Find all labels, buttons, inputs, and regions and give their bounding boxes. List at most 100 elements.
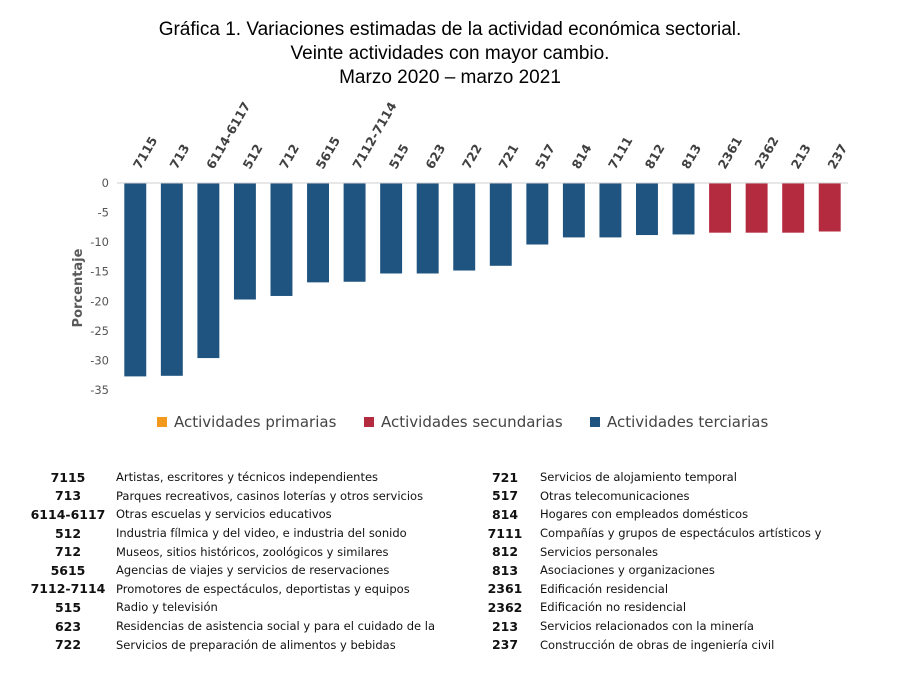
code-row: 6114-6117 Otras escuelas y servicios educ… xyxy=(30,505,468,524)
code-row: 623 Residencias de asistencia social y pa… xyxy=(30,617,468,636)
bar-813 xyxy=(672,183,695,235)
bar-213 xyxy=(782,183,805,233)
bar-812 xyxy=(636,183,658,236)
activity-code: 712 xyxy=(54,544,82,560)
category-label: 813 xyxy=(678,141,704,171)
bar-515 xyxy=(380,183,403,274)
activity-code: 512 xyxy=(54,525,82,541)
activity-description: Museos, sitios históricos, zoológicos y … xyxy=(116,544,389,559)
activity-code: 7115 xyxy=(50,469,86,485)
code-row: 512 Industria fílmica y del video, e indu… xyxy=(30,524,468,543)
bar-chart: 0-5-10-15-20-25-30-35 7115 713 6114-611751… xyxy=(71,99,850,397)
category-label: 712 xyxy=(276,141,302,171)
code-row: 237 Construcción de obras de ingeniería c… xyxy=(480,635,840,654)
bar-517 xyxy=(526,183,549,245)
y-tick-label: 0 xyxy=(102,176,109,190)
activity-description: Parques recreativos, casinos loterías y … xyxy=(116,488,424,503)
activity-description: Edificación residencial xyxy=(540,581,669,596)
activity-description: Edificación no residencial xyxy=(540,600,687,615)
code-row: 713 Parques recreativos, casinos loterías… xyxy=(30,487,468,506)
activity-code: 814 xyxy=(491,506,519,522)
activity-code: 515 xyxy=(54,599,82,615)
code-table-right: 721 Servicios de alojamiento temporal 517 O… xyxy=(480,468,840,654)
bar-512 xyxy=(233,183,256,300)
y-tick-label: -20 xyxy=(90,294,109,308)
activity-code: 213 xyxy=(491,618,519,634)
code-row: 5615 Agencias de viajes y servicios de re… xyxy=(30,561,468,580)
activity-description: Servicios relacionados con la minería xyxy=(540,619,754,634)
category-label: 7115 xyxy=(130,134,160,172)
activity-description: Industria fílmica y del video, e industr… xyxy=(116,526,407,541)
category-label: 623 xyxy=(422,141,448,171)
activity-code: 812 xyxy=(491,544,519,560)
activity-description: Promotores de espectáculos, deportistas … xyxy=(116,581,410,596)
y-axis: 0 -5 -10 -15 -20 -25 -30 -35 xyxy=(90,176,109,397)
category-label: 7111 xyxy=(605,134,635,172)
code-row: 517 Otras telecomunicaciones xyxy=(480,487,840,506)
category-label: 713 xyxy=(166,141,192,171)
code-row: 712 Museos, sitios históricos, zoológicos… xyxy=(30,542,468,561)
bar-623 xyxy=(416,183,439,274)
activity-description: Construcción de obras de ingeniería civi… xyxy=(540,637,775,652)
activity-description: Servicios de alojamiento temporal xyxy=(540,470,737,485)
category-label: 2361 xyxy=(715,134,745,172)
category-label: 5615 xyxy=(313,134,343,172)
activity-description: Residencias de asistencia social y para … xyxy=(116,619,435,634)
category-label: 721 xyxy=(495,141,521,171)
activity-code: 722 xyxy=(54,637,82,653)
y-tick-label: -10 xyxy=(90,235,109,249)
category-label: 515 xyxy=(386,141,412,171)
activity-code: 6114-6117 xyxy=(30,506,106,522)
activity-code: 7111 xyxy=(487,525,523,541)
activity-code: 5615 xyxy=(50,562,86,578)
bar-series xyxy=(117,182,848,377)
code-row: 2362 Edificación no residencial xyxy=(480,598,840,617)
legend-secundarias: Actividades secundarias xyxy=(364,412,563,432)
bar-2362 xyxy=(745,183,768,233)
bar-722 xyxy=(453,183,476,271)
bar-2361 xyxy=(709,183,732,233)
bar-237 xyxy=(818,183,841,232)
y-axis-label: Porcentaje xyxy=(71,248,86,327)
code-row: 813 Asociaciones y organizaciones xyxy=(480,561,840,580)
code-row: 814 Hogares con empleados domésticos xyxy=(480,505,840,524)
code-row: 812 Servicios personales xyxy=(480,542,840,561)
activity-description: Radio y televisión xyxy=(116,600,218,615)
bar-721 xyxy=(489,183,512,266)
category-label: 814 xyxy=(568,141,594,171)
title-line-1: Gráfica 1. Variaciones estimadas de la a… xyxy=(158,19,742,40)
title-line-2: Veinte actividades con mayor cambio. xyxy=(290,43,610,64)
y-tick-label: -15 xyxy=(90,265,109,279)
code-row: 7111 Compañías y grupos de espectáculos a… xyxy=(480,524,840,543)
title-line-3: Marzo 2020 – marzo 2021 xyxy=(339,67,561,88)
bar-712 xyxy=(270,183,293,296)
category-label: 722 xyxy=(459,141,485,171)
activity-code: 721 xyxy=(491,469,519,485)
activity-description: Servicios personales xyxy=(540,544,659,559)
code-row: 515 Radio y televisión xyxy=(30,598,468,617)
legend-label-terciarias: Actividades terciarias xyxy=(607,413,769,431)
bar-5615 xyxy=(307,183,329,283)
code-row: 7112-7114 Promotores de espectáculos, dep… xyxy=(30,580,468,599)
category-label: 512 xyxy=(240,141,266,171)
legend-swatch-primarias xyxy=(157,417,167,427)
category-label: 213 xyxy=(788,141,814,171)
legend-terciarias: Actividades terciarias xyxy=(590,412,768,432)
activity-code: 237 xyxy=(491,637,519,653)
legend-swatch-terciarias xyxy=(590,417,600,427)
bar-7111 xyxy=(599,183,622,238)
bar-814 xyxy=(562,183,585,238)
y-tick-label: -5 xyxy=(98,206,109,220)
activity-description: Agencias de viajes y servicios de reserv… xyxy=(116,563,390,578)
activity-description: Servicios de preparación de alimentos y … xyxy=(116,637,396,652)
activity-code: 713 xyxy=(54,488,82,504)
activity-description: Compañías y grupos de espectáculos artís… xyxy=(540,526,822,541)
legend-primarias: Actividades primarias xyxy=(157,412,336,432)
code-row: 721 Servicios de alojamiento temporal xyxy=(480,468,840,487)
code-row: 2361 Edificación residencial xyxy=(480,580,840,599)
category-label: 517 xyxy=(532,141,558,171)
activity-description: Asociaciones y organizaciones xyxy=(540,563,715,578)
category-label: 237 xyxy=(824,141,850,171)
bar-7115 xyxy=(124,183,147,377)
